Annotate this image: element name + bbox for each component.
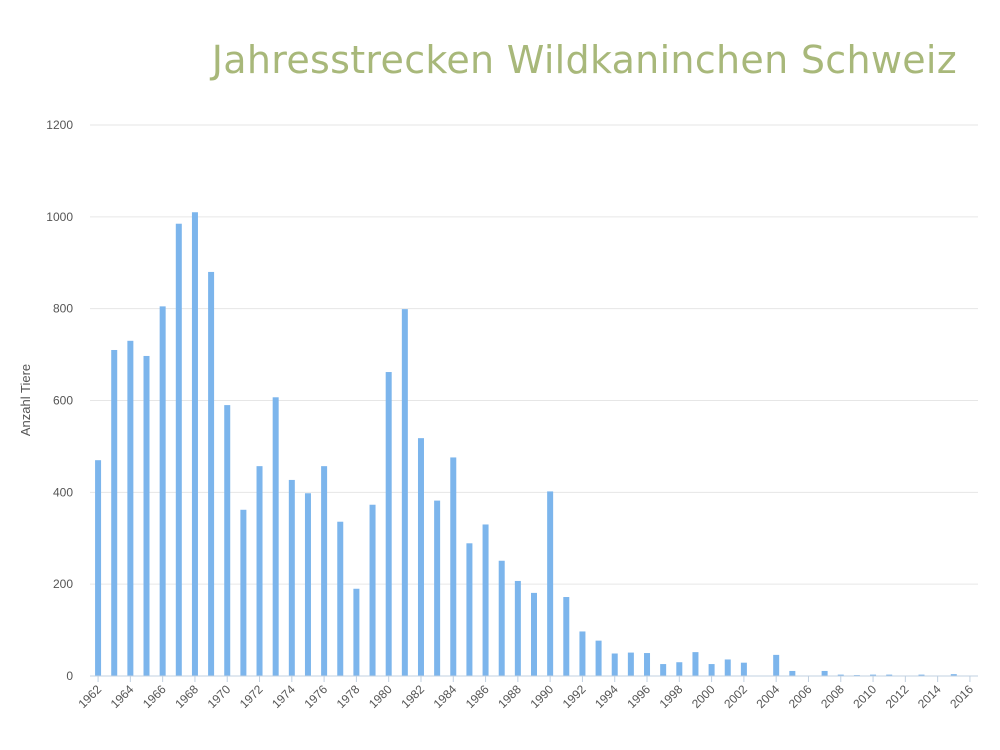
- x-axis-ticks: 1962 1964 1966 1968 1970 1972 1974 1976 1978 1980…: [75, 676, 976, 711]
- x-tick-label: 1976: [301, 682, 330, 711]
- x-tick-label: 1996: [624, 682, 653, 711]
- bar-2007[interactable]: [821, 670, 828, 676]
- bar-1981[interactable]: [401, 309, 408, 676]
- x-tick-label: 1990: [527, 682, 556, 711]
- bar-1966[interactable]: [159, 306, 166, 676]
- bar-1991[interactable]: [563, 597, 570, 676]
- x-tick-label: 1968: [172, 682, 201, 711]
- bar-2010[interactable]: [870, 674, 877, 676]
- bar-1972[interactable]: [256, 466, 263, 676]
- bar-1982[interactable]: [417, 438, 424, 676]
- bar-1971[interactable]: [240, 509, 247, 676]
- x-tick-label: 1972: [237, 682, 266, 711]
- x-tick-label: 1988: [495, 682, 524, 711]
- bar-2001[interactable]: [724, 659, 731, 676]
- bar-1964[interactable]: [127, 340, 134, 676]
- bar-1980[interactable]: [385, 372, 392, 676]
- bar-1969[interactable]: [208, 271, 215, 676]
- bars: [95, 212, 957, 677]
- bar-1995[interactable]: [627, 652, 634, 676]
- bar-1988[interactable]: [514, 580, 521, 676]
- bar-2008[interactable]: [837, 674, 844, 676]
- bar-1990[interactable]: [547, 491, 554, 676]
- bar-1974[interactable]: [288, 479, 295, 676]
- bar-1985[interactable]: [466, 543, 473, 676]
- bar-1973[interactable]: [272, 397, 279, 676]
- bar-1987[interactable]: [498, 560, 505, 676]
- bar-1999[interactable]: [692, 652, 699, 676]
- x-tick-label: 1964: [108, 682, 137, 711]
- x-tick-label: 1978: [334, 682, 363, 711]
- x-tick-label: 2012: [883, 682, 912, 711]
- y-tick-label: 0: [66, 669, 73, 683]
- x-tick-label: 2000: [689, 682, 718, 711]
- bar-2015[interactable]: [950, 674, 957, 676]
- x-tick-label: 1994: [592, 682, 621, 711]
- bar-1963[interactable]: [111, 349, 118, 676]
- bar-1998[interactable]: [676, 662, 683, 676]
- x-tick-label: 1980: [366, 682, 395, 711]
- x-tick-label: 1974: [269, 682, 298, 711]
- x-tick-label: 2008: [818, 682, 847, 711]
- bar-1989[interactable]: [531, 592, 537, 676]
- x-tick-label: 1982: [398, 682, 427, 711]
- x-tick-label: 1962: [75, 682, 104, 711]
- bar-1992[interactable]: [579, 631, 586, 676]
- x-tick-label: 1986: [463, 682, 492, 711]
- bar-1975[interactable]: [304, 493, 311, 676]
- bar-2005[interactable]: [789, 670, 796, 676]
- x-tick-label: 1998: [657, 682, 686, 711]
- x-tick-label: 2002: [721, 682, 750, 711]
- bar-1986[interactable]: [482, 524, 489, 676]
- x-tick-label: 2010: [850, 682, 879, 711]
- bar-2004[interactable]: [773, 654, 780, 676]
- bar-1978[interactable]: [353, 588, 360, 676]
- bar-1994[interactable]: [611, 653, 618, 676]
- bar-1976[interactable]: [321, 466, 328, 676]
- bar-1977[interactable]: [337, 521, 344, 676]
- x-tick-label: 1966: [140, 682, 169, 711]
- y-tick-label: 800: [53, 302, 73, 316]
- bar-1983[interactable]: [434, 500, 441, 676]
- y-tick-label: 400: [53, 485, 73, 499]
- x-tick-label: 2016: [947, 682, 976, 711]
- bar-1970[interactable]: [224, 405, 231, 676]
- bar-1968[interactable]: [191, 212, 198, 676]
- x-tick-label: 2014: [915, 682, 944, 711]
- bar-2000[interactable]: [708, 664, 715, 676]
- x-tick-label: 1984: [431, 682, 460, 711]
- x-tick-label: 2004: [754, 682, 783, 711]
- y-tick-label: 1200: [46, 118, 73, 132]
- bar-1997[interactable]: [660, 664, 667, 676]
- bar-1984[interactable]: [450, 457, 457, 676]
- bar-1967[interactable]: [175, 223, 182, 677]
- chart-title: Jahresstrecken Wildkaninchen Schweiz: [211, 38, 957, 82]
- y-tick-label: 200: [53, 577, 73, 591]
- y-axis-title: Anzahl Tiere: [18, 364, 33, 436]
- x-tick-label: 2006: [786, 682, 815, 711]
- gridlines: [90, 124, 978, 585]
- bar-1979[interactable]: [369, 504, 376, 676]
- bar-2011[interactable]: [886, 674, 893, 676]
- bar-2013[interactable]: [918, 674, 925, 676]
- bar-1962[interactable]: [95, 460, 102, 676]
- y-tick-label: 1000: [46, 210, 73, 224]
- bar-1965[interactable]: [143, 355, 150, 676]
- bar-2002[interactable]: [740, 662, 747, 676]
- x-tick-label: 1992: [560, 682, 589, 711]
- bar-1996[interactable]: [644, 653, 651, 676]
- bar-1993[interactable]: [595, 640, 602, 676]
- y-tick-label: 600: [53, 394, 73, 408]
- x-tick-label: 1970: [205, 682, 234, 711]
- y-axis-ticks: 0 200 400 600 800 1000 1200: [46, 118, 73, 683]
